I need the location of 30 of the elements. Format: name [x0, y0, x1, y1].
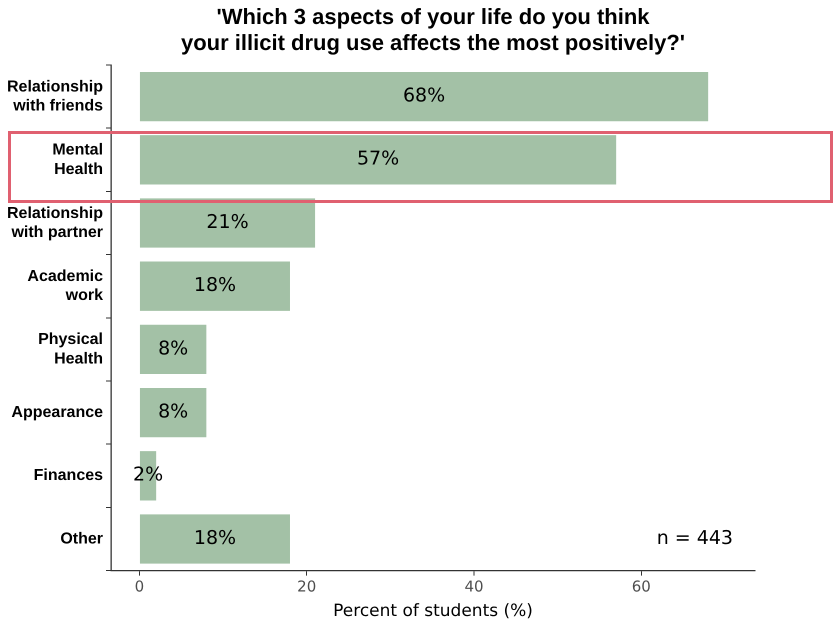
data-label: 21%	[206, 210, 249, 233]
y-tick-label: Other	[60, 530, 104, 548]
bar	[140, 514, 290, 564]
data-label: 8%	[158, 400, 188, 423]
x-tick-label: 40	[464, 577, 484, 596]
data-label: 8%	[158, 337, 188, 360]
y-tick-label: Finances	[34, 467, 104, 484]
bar	[140, 388, 206, 438]
x-axis-title: Percent of students (%)	[333, 601, 533, 622]
y-tick-label: Mental Health	[52, 142, 104, 178]
bar	[140, 72, 708, 122]
bar	[140, 262, 290, 311]
chart-title: 'Which 3 aspects of your life do you think your illicit drug use affects the most positively?'	[180, 4, 686, 56]
bar	[140, 135, 616, 184]
x-tick-label: 0	[134, 577, 144, 596]
bar	[140, 324, 206, 374]
data-label: 2%	[132, 464, 164, 486]
bar	[140, 198, 316, 248]
data-label: 18%	[194, 274, 236, 296]
y-tick-label: Appearance	[11, 404, 104, 422]
x-tick-label: 60	[632, 577, 651, 596]
annotation: n = 443	[656, 526, 733, 549]
y-tick-label: Relationship with friends	[6, 78, 104, 115]
y-tick-label: Physical Health	[38, 331, 104, 368]
data-label: 57%	[356, 148, 400, 170]
x-tick-label: 20	[297, 577, 316, 596]
data-label: 68%	[402, 84, 446, 107]
y-tick-label: Relationship with partner	[6, 204, 104, 242]
data-label: 18%	[194, 526, 236, 549]
y-tick-label: Academic work	[27, 268, 104, 304]
